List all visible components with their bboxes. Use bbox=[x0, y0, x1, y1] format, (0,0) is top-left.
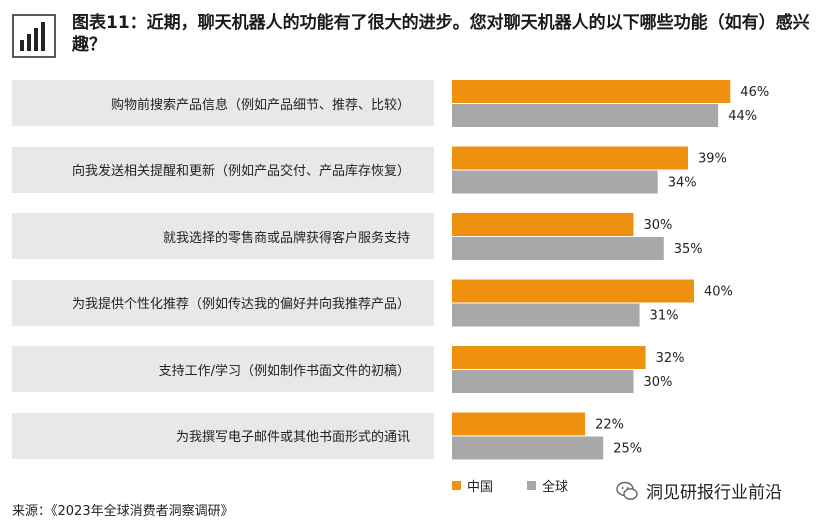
legend-swatch-global bbox=[527, 481, 537, 490]
data-label: 44% bbox=[728, 109, 757, 124]
bar-global bbox=[452, 104, 719, 127]
category-label: 为我撰写电子邮件或其他书面形式的通讯 bbox=[12, 412, 434, 459]
data-label: 25% bbox=[613, 442, 642, 457]
legend-item-global: 全球 bbox=[527, 476, 568, 495]
legend: 中国 全球 bbox=[452, 476, 568, 495]
data-label: 46% bbox=[740, 85, 769, 100]
bar-china bbox=[452, 80, 731, 103]
legend-label-global: 全球 bbox=[542, 480, 569, 495]
data-label: 35% bbox=[674, 242, 703, 257]
bar-global bbox=[452, 170, 658, 194]
category-label: 就我选择的零售商或品牌获得客户服务支持 bbox=[12, 213, 434, 259]
source-note: 来源：《2023年全球消费者洞察调研》 bbox=[12, 504, 234, 519]
bar-chart-icon bbox=[12, 14, 56, 58]
legend-label-china: 中国 bbox=[467, 480, 494, 495]
bar-china bbox=[452, 279, 694, 303]
data-label: 30% bbox=[644, 375, 673, 390]
bar-china bbox=[452, 346, 646, 369]
data-label: 34% bbox=[668, 176, 697, 191]
bar-china bbox=[452, 146, 688, 170]
bar-global bbox=[452, 436, 604, 460]
category-label: 购物前搜索产品信息（例如产品细节、推荐、比较） bbox=[12, 80, 434, 126]
data-label: 40% bbox=[704, 285, 733, 300]
bar-china bbox=[452, 213, 634, 236]
data-label: 31% bbox=[650, 309, 679, 324]
data-label: 32% bbox=[656, 351, 685, 366]
category-label: 为我提供个性化推荐（例如传达我的偏好并向我推荐产品） bbox=[12, 279, 434, 326]
data-label: 30% bbox=[644, 218, 673, 233]
data-label: 39% bbox=[698, 152, 727, 167]
chart-title: 图表11：近期，聊天机器人的功能有了很大的进步。您对聊天机器人的以下哪些功能（如… bbox=[72, 13, 810, 55]
data-label: 22% bbox=[595, 418, 624, 433]
watermark-text: 洞见研报行业前沿 bbox=[646, 483, 782, 503]
watermark: 洞见研报行业前沿 bbox=[616, 478, 782, 503]
legend-item-china: 中国 bbox=[452, 476, 493, 495]
bar-global bbox=[452, 303, 640, 327]
wechat-icon bbox=[616, 481, 638, 500]
bar-global bbox=[452, 237, 664, 260]
bar-china bbox=[452, 412, 586, 436]
category-label: 支持工作/学习（例如制作书面文件的初稿） bbox=[12, 346, 434, 392]
category-label: 向我发送相关提醒和更新（例如产品交付、产品库存恢复） bbox=[12, 146, 434, 193]
legend-swatch-china bbox=[452, 481, 461, 490]
bar-global bbox=[452, 370, 634, 393]
